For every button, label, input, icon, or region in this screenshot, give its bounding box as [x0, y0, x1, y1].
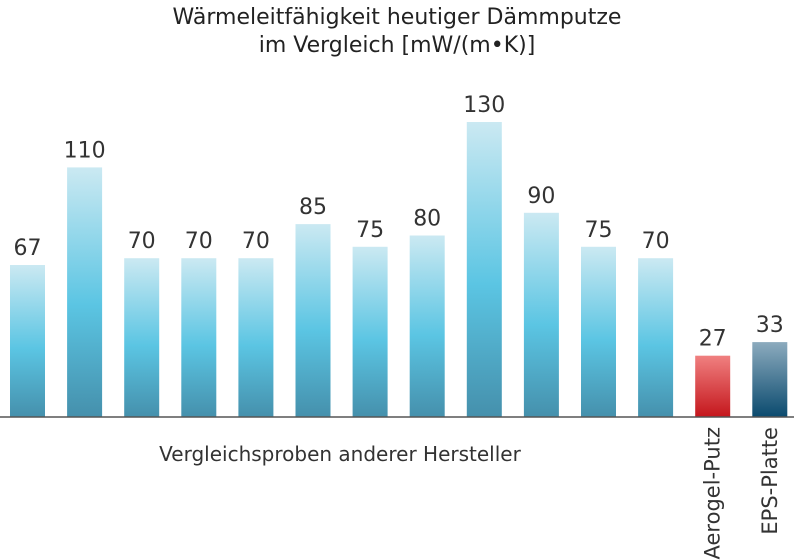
- group-label: Vergleichsproben anderer Hersteller: [159, 442, 521, 466]
- value-label-14: 33: [756, 313, 784, 338]
- value-label-7: 75: [356, 218, 384, 243]
- category-labels-group: Aerogel-Putz EPS-Platte: [701, 427, 782, 559]
- value-label-11: 75: [585, 218, 613, 243]
- bar-3: [124, 258, 160, 417]
- value-label-5: 70: [242, 229, 270, 254]
- bar-8: [409, 235, 445, 417]
- value-label-9: 130: [463, 93, 505, 118]
- bar-9: [466, 122, 502, 417]
- bar-1: [10, 265, 45, 417]
- value-label-2: 110: [64, 138, 106, 163]
- chart-title: Wärmeleitfähigkeit heutiger Dämmputze: [173, 5, 622, 30]
- bar-6: [295, 224, 331, 417]
- bar-4: [181, 258, 217, 417]
- value-label-3: 70: [128, 229, 156, 254]
- value-labels-group: 67 110 70 70 70 85 75 80 130 90 75 70 27 33: [14, 93, 784, 352]
- bar-10: [523, 212, 559, 417]
- value-label-4: 70: [185, 229, 213, 254]
- value-label-1: 67: [14, 236, 42, 261]
- value-label-12: 70: [642, 229, 670, 254]
- value-label-8: 80: [413, 207, 441, 232]
- chart-subtitle: im Vergleich [mW/(m•K)]: [259, 33, 536, 58]
- value-label-13: 27: [699, 327, 727, 352]
- category-label-14: EPS-Platte: [758, 427, 782, 535]
- category-label-13: Aerogel-Putz: [701, 427, 725, 559]
- bar-11: [581, 246, 616, 417]
- bar-5: [238, 258, 274, 417]
- value-label-6: 85: [299, 195, 327, 220]
- bar-13: [695, 355, 731, 417]
- bars-group: [10, 122, 788, 417]
- bar-7: [352, 246, 388, 417]
- bar-12: [638, 258, 674, 417]
- value-label-10: 90: [527, 184, 555, 209]
- bar-2: [67, 167, 103, 417]
- bar-14: [752, 342, 788, 417]
